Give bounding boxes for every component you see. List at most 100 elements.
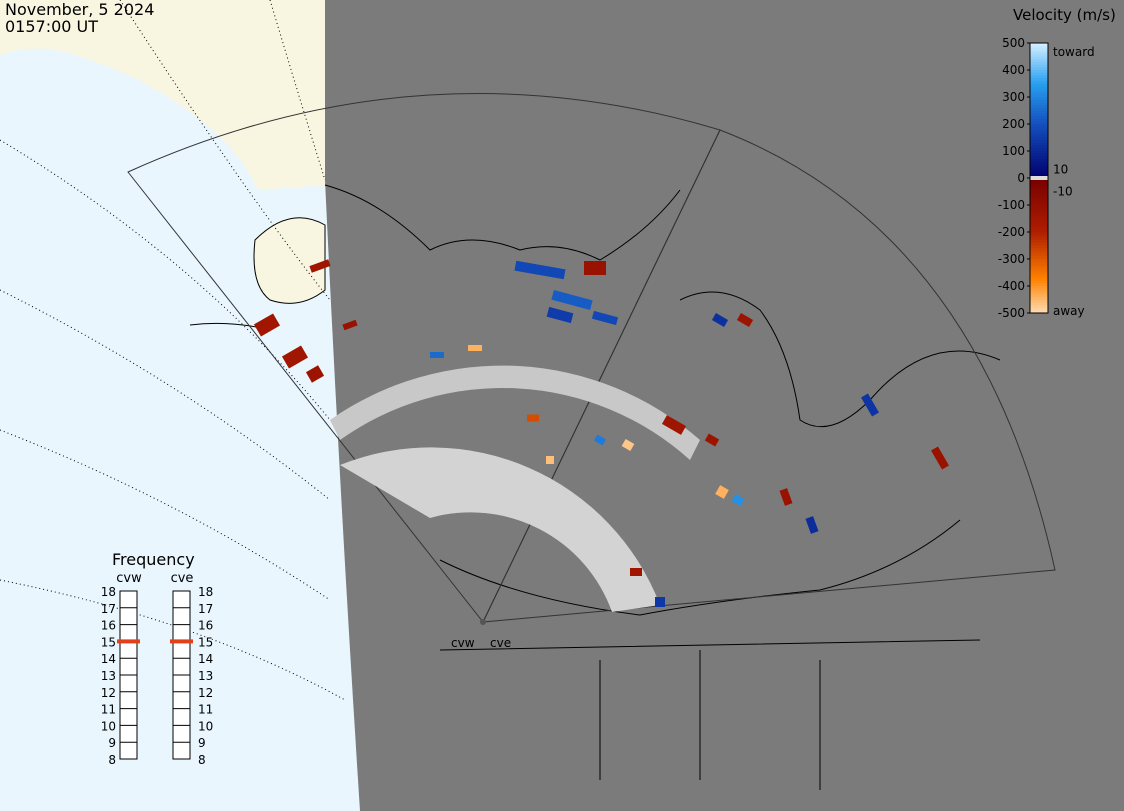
ground-scatter — [340, 447, 660, 612]
colorbar-step — [1030, 124, 1048, 128]
colorbar-step — [1030, 110, 1048, 114]
colorbar-step — [1030, 250, 1048, 255]
colorbar-step — [1030, 310, 1048, 314]
frequency-tick-label: 11 — [198, 703, 213, 717]
colorbar-step — [1030, 91, 1048, 95]
colorbar-step — [1030, 167, 1048, 171]
velocity-cell — [281, 345, 309, 369]
colorbar-step — [1030, 107, 1048, 111]
velocity-cell — [931, 446, 949, 470]
frequency-tick-label: 13 — [198, 669, 213, 683]
legends: 500 400 300 200 100 0 -100 -200 -300 -400 -500 10 -1… — [101, 36, 1095, 767]
velocity-cell — [430, 352, 444, 358]
colorbar-step — [1030, 199, 1048, 203]
velocity-title: Velocity (m/s) — [1013, 6, 1116, 24]
colorbar-step — [1030, 299, 1048, 303]
colorbar-step — [1030, 113, 1048, 117]
colorbar-step — [1030, 161, 1048, 165]
ground-scatter — [330, 365, 700, 460]
alaska-land — [253, 217, 326, 304]
colorbar-step — [1030, 61, 1048, 66]
colorbar-step — [1030, 294, 1048, 298]
colorbar-label: -500 — [998, 306, 1025, 320]
radar-label: cvw — [451, 636, 475, 650]
frequency-tick-label: 18 — [198, 585, 213, 599]
colorbar-step — [1030, 302, 1048, 306]
colorbar-step — [1030, 256, 1048, 260]
frequency-tick-label: 14 — [198, 652, 213, 666]
velocity-cell — [546, 456, 554, 464]
colorbar-step — [1030, 307, 1048, 311]
colorbar-label: 400 — [1002, 63, 1025, 77]
colorbar-step — [1030, 45, 1048, 49]
colorbar-step — [1030, 210, 1048, 214]
toward-label: toward — [1053, 45, 1095, 59]
colorbar-step — [1030, 118, 1048, 122]
colorbar-step — [1030, 221, 1048, 225]
colorbar-step — [1030, 226, 1048, 230]
frequency-tick-label: 12 — [198, 686, 213, 700]
colorbar-label: 100 — [1002, 144, 1025, 158]
frequency-tick-label: 8 — [108, 753, 116, 767]
colorbar-step — [1030, 202, 1048, 206]
velocity-cell — [715, 485, 729, 499]
colorbar-step — [1030, 75, 1048, 79]
frequency-tick-label: 14 — [101, 652, 116, 666]
frequency-tick-label: 12 — [101, 686, 116, 700]
velocity-cell — [309, 259, 331, 273]
velocity-cell — [527, 414, 539, 422]
colorbar-step — [1030, 288, 1048, 292]
colorbar-label: -100 — [998, 198, 1025, 212]
colorbar-step — [1030, 286, 1048, 290]
colorbar-step — [1030, 229, 1048, 233]
colorbar-step — [1030, 94, 1048, 98]
radar-site — [480, 619, 486, 625]
radar-label: cve — [490, 636, 511, 650]
colorbar-step — [1030, 261, 1048, 265]
colorbar-zero — [1030, 176, 1048, 180]
colorbar-step — [1030, 253, 1048, 257]
colorbar-step — [1030, 275, 1048, 279]
colorbar-inner-label: -10 — [1053, 185, 1073, 199]
colorbar-step — [1030, 194, 1048, 198]
colorbar-step — [1030, 83, 1048, 87]
colorbar-step — [1030, 180, 1048, 184]
colorbar-step — [1030, 88, 1048, 93]
colorbar-step — [1030, 234, 1048, 238]
colorbar-step — [1030, 240, 1048, 244]
colorbar-step — [1030, 280, 1048, 284]
colorbar-step — [1030, 142, 1048, 147]
colorbar-label: -400 — [998, 279, 1025, 293]
frequency-tick-label: 16 — [101, 619, 116, 633]
colorbar-step — [1030, 134, 1048, 138]
time: 0157:00 UT — [5, 17, 98, 36]
colorbar-step — [1030, 164, 1048, 168]
colorbar-step — [1030, 264, 1048, 268]
frequency-tick-label: 16 — [198, 619, 213, 633]
velocity-cell — [468, 345, 482, 351]
colorbar-step — [1030, 48, 1048, 52]
colorbar-step — [1030, 248, 1048, 252]
colorbar-step — [1030, 186, 1048, 190]
velocity-cell — [736, 313, 754, 327]
colorbar-step — [1030, 145, 1048, 149]
frequency-tick-label: 17 — [101, 602, 116, 616]
velocity-cell — [591, 310, 619, 326]
velocity-cell — [779, 488, 793, 506]
velocity-cell — [805, 516, 819, 534]
colorbar-step — [1030, 153, 1048, 157]
colorbar-step — [1030, 283, 1048, 287]
colorbar-step — [1030, 245, 1048, 249]
colorbar-step — [1030, 140, 1048, 144]
frequency-tick-label: 9 — [198, 736, 206, 750]
colorbar-step — [1030, 72, 1048, 76]
frequency-radar-name: cvw — [116, 571, 142, 586]
colorbar-label: 0 — [1017, 171, 1025, 185]
date: November, 5 2024 — [5, 0, 154, 19]
colorbar-step — [1030, 259, 1048, 263]
colorbar-step — [1030, 196, 1048, 201]
colorbar-step — [1030, 105, 1048, 109]
colorbar-step — [1030, 223, 1048, 228]
velocity-cell — [305, 365, 325, 383]
colorbar-step — [1030, 267, 1048, 271]
